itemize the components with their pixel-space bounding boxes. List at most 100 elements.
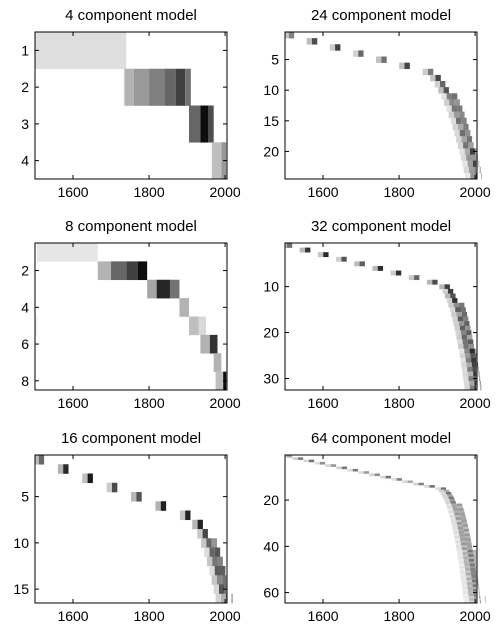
heatmap-cell [215, 371, 224, 391]
panel-title: 32 component model [311, 218, 451, 235]
heatmap-cell [458, 321, 465, 326]
heatmap-cell [358, 471, 364, 474]
heatmap-cell [457, 526, 464, 530]
heatmap-cell [465, 325, 471, 331]
heatmap-cell [457, 316, 464, 322]
heatmap-cell [448, 302, 454, 308]
heatmap-cell [478, 160, 480, 168]
x-tick-label: 2000 [460, 608, 491, 624]
heatmap-cell [380, 475, 386, 479]
heatmap-cell [459, 566, 465, 569]
heatmap-cell [87, 473, 93, 484]
heatmap-cell [198, 316, 207, 336]
heatmap-cell [472, 160, 477, 168]
heatmap-cell [457, 552, 463, 555]
heatmap-cell [464, 561, 470, 564]
heatmap-cell [480, 385, 482, 391]
heatmap-cell [449, 515, 456, 518]
heatmap-cell [474, 166, 477, 174]
heatmap-cell [156, 279, 170, 299]
heatmap-cell [461, 582, 467, 585]
heatmap-cell [454, 99, 460, 106]
heatmap-cell [450, 517, 456, 521]
heatmap-cell [461, 579, 467, 583]
heatmap-cell [216, 575, 223, 585]
heatmap-cell [467, 334, 473, 340]
heatmap-cell [454, 325, 460, 331]
heatmap-cell [450, 293, 456, 299]
heatmap-cell [462, 371, 468, 377]
heatmap-cell [453, 531, 459, 534]
y-tick-label: 40 [263, 538, 279, 554]
heatmap-cell [450, 519, 457, 523]
heatmap-cell [217, 556, 223, 567]
y-tick-label: 20 [263, 143, 279, 159]
y-tick-label: 6 [21, 336, 29, 352]
heatmap-cell [452, 298, 458, 304]
heatmap-cell [206, 538, 212, 548]
heatmap-cell [459, 111, 465, 119]
heatmap-cell [214, 566, 221, 576]
heatmap-cell [473, 589, 477, 592]
heatmap-cell [185, 510, 191, 521]
heatmap-cell [169, 279, 180, 299]
axes-frame [284, 31, 478, 180]
heatmap-cell [463, 600, 470, 604]
panel-title: 4 component model [65, 7, 197, 24]
heatmap-cell [336, 256, 342, 262]
heatmap-cell [215, 593, 221, 604]
heatmap-cell [467, 589, 474, 592]
heatmap-cell [473, 554, 477, 558]
heatmap-cell [458, 561, 465, 564]
heatmap-cell [218, 584, 225, 595]
heatmap-cell [308, 459, 315, 463]
heatmap-cell [460, 357, 466, 363]
panel-title: 8 component model [65, 218, 197, 235]
heatmap-cell [422, 68, 429, 76]
heatmap-cell [455, 330, 461, 336]
heatmap-cell [201, 538, 207, 548]
heatmap-cell [408, 275, 415, 281]
heatmap-cell [185, 68, 191, 106]
heatmap-cell [131, 492, 137, 502]
heatmap-cell [467, 547, 473, 551]
heatmap-cell [453, 533, 460, 537]
heatmap-cell [468, 142, 474, 149]
heatmap-cell [57, 464, 64, 474]
x-tick-label: 1600 [307, 608, 338, 624]
heatmap-cell [477, 579, 479, 583]
heatmap-cell [460, 154, 467, 161]
x-tick-label: 1800 [383, 184, 414, 200]
y-tick-label: 5 [21, 489, 29, 505]
heatmap-cell [461, 584, 468, 588]
heatmap-cell [460, 307, 466, 313]
heatmap-cell [448, 496, 454, 500]
heatmap-cell [461, 136, 467, 143]
heatmap-cell [442, 494, 448, 497]
heatmap-cell [390, 270, 396, 276]
heatmap-cell [475, 568, 477, 571]
heatmap-cell [202, 529, 208, 539]
heatmap-cell [424, 485, 430, 488]
heatmap-cell [111, 482, 118, 493]
panel-6: 64 component model 1600 1800 2000 20 40 60 [263, 430, 490, 624]
heatmap-cell [457, 524, 463, 527]
heatmap-cell [285, 32, 289, 39]
heatmap-cell [188, 316, 199, 336]
heatmap-cell [444, 293, 451, 299]
heatmap-cell [347, 468, 353, 472]
heatmap-cell [472, 586, 477, 590]
heatmap-cell [285, 243, 287, 248]
heatmap-cell [439, 284, 445, 290]
heatmap-cell [463, 559, 470, 562]
heatmap-cell [465, 538, 471, 541]
heatmap-cell [470, 566, 476, 569]
heatmap-cell [434, 81, 441, 88]
heatmap-cell [443, 99, 450, 106]
heatmap-cell [471, 357, 477, 363]
heatmap-cell [440, 492, 446, 495]
heatmap-cell [303, 459, 309, 463]
x-tick-label: 1800 [383, 608, 414, 624]
heatmap-cell [323, 252, 329, 258]
heatmap-cell [468, 556, 474, 560]
